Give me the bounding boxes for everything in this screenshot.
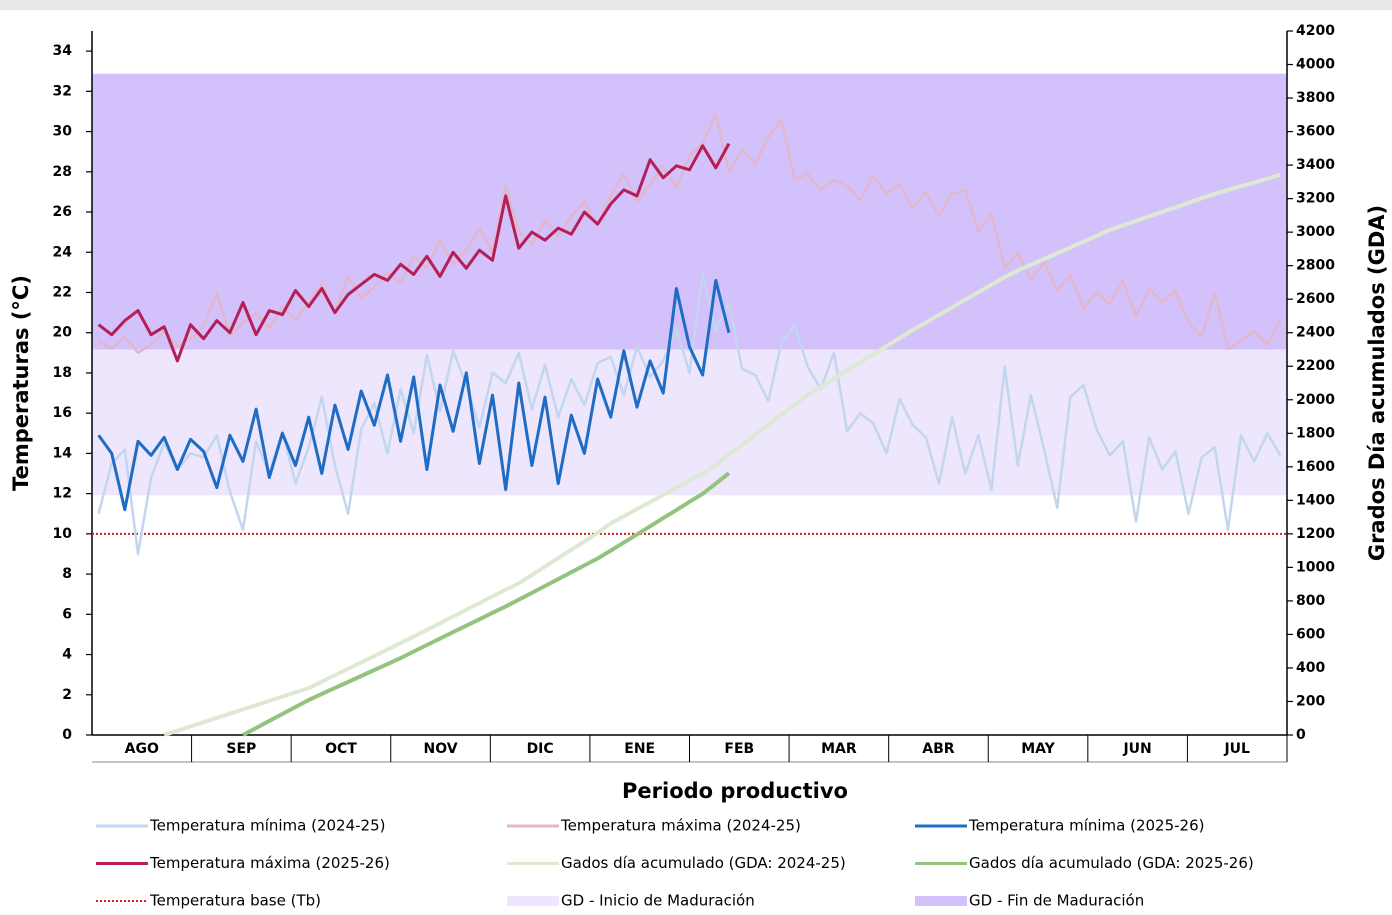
y2-tick-label: 4200 [1296,23,1335,39]
series-line [97,112,1282,355]
legend-label: Gados día acumulado (GDA: 2025-26) [969,854,1254,872]
y2-tick-label: 800 [1296,593,1325,609]
legend-label: Temperatura máxima (2025-26) [149,854,390,872]
y2-tick-label: 0 [1296,727,1306,743]
legend-swatch [915,896,967,906]
y2-tick-label: 3400 [1296,157,1335,173]
series-line [242,471,731,737]
legend-label: Temperatura mínima (2024-25) [149,817,385,835]
legend-label: Temperatura base (Tb) [149,892,321,910]
legend-label: Gados día acumulado (GDA: 2024-25) [561,854,846,872]
x-tick-label: MAY [1021,741,1055,757]
y2-tick-label: 2800 [1296,258,1335,274]
series-line [97,142,731,363]
y2-tick-label: 2400 [1296,325,1335,341]
x-tick-label: OCT [325,741,357,757]
y-tick-label: 26 [53,204,72,220]
series-line [163,172,1281,737]
y-tick-label: 30 [53,124,73,140]
x-tick-label: NOV [424,741,458,757]
y-tick-label: 10 [53,526,73,542]
y2-tick-label: 3000 [1296,224,1335,240]
y-tick-label: 12 [53,486,72,502]
y-tick-label: 6 [62,606,72,622]
y-axis-title: Temperaturas (°C) [9,275,33,491]
y-tick-label: 18 [53,365,72,381]
y2-tick-label: 400 [1296,660,1325,676]
legend-swatch [507,896,559,906]
frame-top [0,0,1392,10]
x-tick-label: JUL [1223,741,1250,757]
y-tick-label: 2 [62,687,72,703]
y-tick-label: 4 [62,647,72,663]
x-tick-label: JUN [1122,741,1151,757]
y2-tick-label: 3600 [1296,124,1335,140]
legend-label: Temperatura máxima (2024-25) [560,817,801,835]
y-tick-label: 8 [62,566,72,582]
y2-tick-label: 1400 [1296,492,1335,508]
legend-label: Temperatura mínima (2025-26) [968,817,1204,835]
x-tick-label: SEP [226,741,256,757]
x-tick-label: AGO [125,741,159,757]
y2-tick-label: 2200 [1296,358,1335,374]
y2-tick-label: 1000 [1296,559,1335,575]
legend-label: GD - Inicio de Maduración [561,892,755,910]
y-tick-label: 20 [53,325,73,341]
y-tick-label: 24 [53,244,73,260]
band [92,73,1287,350]
y-tick-label: 16 [53,405,72,421]
x-tick-label: MAR [821,741,857,757]
y-tick-label: 28 [53,164,72,180]
series-line [97,273,1282,556]
y-tick-label: 34 [53,43,73,59]
x-tick-label: ENE [624,741,655,757]
y2-axis-title: Grados Día acumulados (GDA) [1365,205,1389,561]
y2-tick-label: 2000 [1296,392,1335,408]
y-tick-label: 22 [53,284,72,300]
series-line [97,278,731,512]
y-tick-label: 0 [62,727,72,743]
y2-tick-label: 200 [1296,693,1325,709]
y2-tick-label: 600 [1296,626,1325,642]
x-axis-title: Periodo productivo [622,779,848,803]
y2-tick-label: 1600 [1296,459,1335,475]
y2-tick-label: 1800 [1296,425,1335,441]
legend-label: GD - Fin de Maduración [969,892,1144,910]
y2-tick-label: 3800 [1296,90,1335,106]
x-tick-label: DIC [527,741,554,757]
x-tick-label: ABR [922,741,955,757]
y2-tick-label: 3200 [1296,191,1335,207]
x-tick-label: FEB [724,741,754,757]
y2-tick-label: 2600 [1296,291,1335,307]
y-tick-label: 14 [53,445,73,461]
y2-tick-label: 1200 [1296,526,1335,542]
y2-tick-label: 4000 [1296,57,1335,73]
y-tick-label: 32 [53,83,72,99]
